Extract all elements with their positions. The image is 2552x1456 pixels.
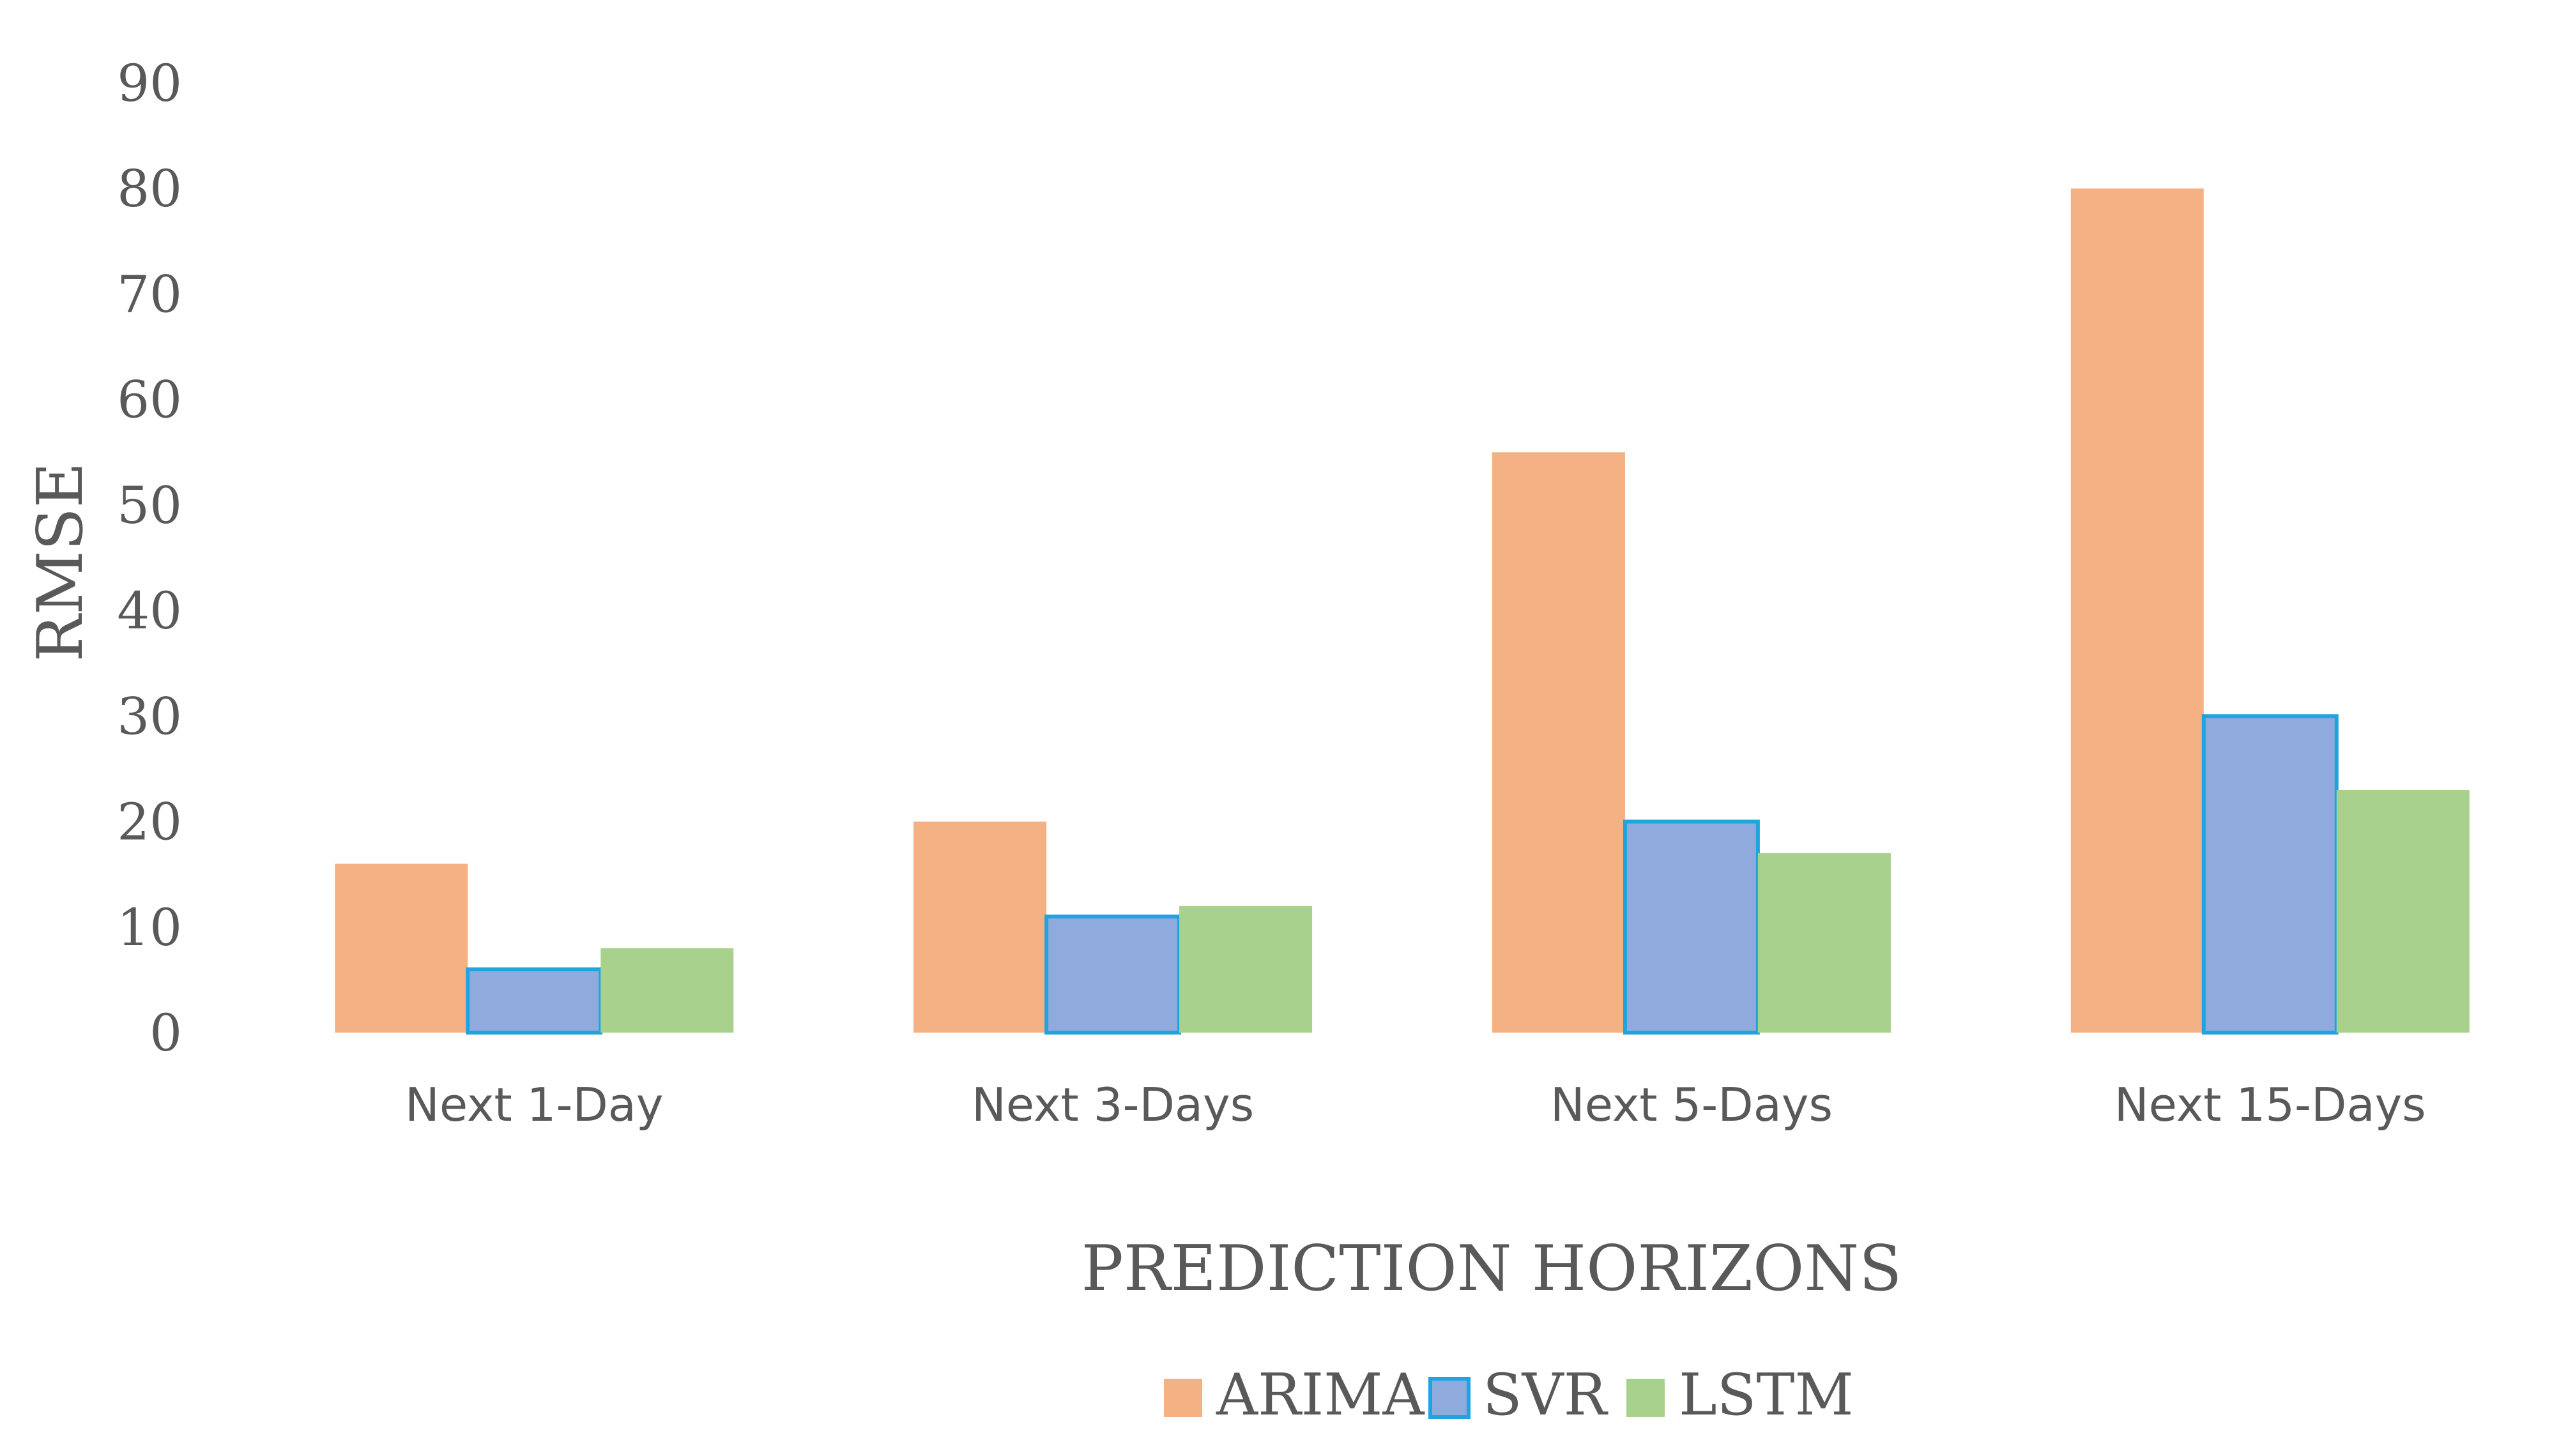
y-tick-label: 30 xyxy=(117,686,182,746)
bar-arima-2 xyxy=(913,821,1047,1033)
bar-arima-1 xyxy=(335,863,468,1033)
y-tick-label: 10 xyxy=(117,898,182,957)
y-axis-ticks: 0 10 20 30 40 50 60 70 80 90 xyxy=(117,54,182,1063)
bar-svr-2 xyxy=(1044,914,1182,1035)
legend-label-lstm: LSTM xyxy=(1679,1361,1854,1429)
bar-svr-1 xyxy=(466,967,603,1035)
x-category-label: Next 1-Day xyxy=(405,1078,664,1132)
x-axis-categories: Next 1-Day Next 3-Days Next 5-Days Next 15-… xyxy=(405,1078,2426,1132)
bar-svr-4 xyxy=(2201,714,2339,1035)
y-tick-label: 40 xyxy=(117,581,182,641)
y-tick-label: 90 xyxy=(117,54,182,113)
bar-lstm-4 xyxy=(2336,789,2470,1033)
legend-label-arima: ARIMA xyxy=(1216,1361,1425,1429)
legend-label-svr: SVR xyxy=(1483,1361,1608,1429)
y-axis-title: RMSE xyxy=(24,462,97,662)
legend-swatch-svr xyxy=(1428,1377,1471,1419)
bars-group xyxy=(335,188,2470,1035)
x-axis-title: PREDICTION HORIZONS xyxy=(1081,1232,1902,1305)
y-tick-label: 70 xyxy=(117,264,182,324)
bar-lstm-3 xyxy=(1757,853,1891,1033)
x-category-label: Next 15-Days xyxy=(2114,1078,2426,1132)
y-tick-label: 0 xyxy=(149,1003,182,1063)
y-tick-label: 20 xyxy=(117,792,182,852)
legend-swatch-arima xyxy=(1164,1379,1202,1417)
y-tick-label: 80 xyxy=(117,159,182,218)
y-tick-label: 60 xyxy=(117,370,182,430)
bar-svr-3 xyxy=(1623,819,1760,1035)
y-tick-label: 50 xyxy=(117,476,182,535)
legend-swatch-lstm xyxy=(1626,1379,1665,1417)
x-category-label: Next 5-Days xyxy=(1550,1078,1833,1132)
legend: ARIMA SVR LSTM xyxy=(1164,1361,1854,1429)
bar-arima-4 xyxy=(2070,188,2204,1033)
bar-arima-3 xyxy=(1492,452,1625,1033)
bar-lstm-1 xyxy=(600,948,734,1033)
x-category-label: Next 3-Days xyxy=(972,1078,1254,1132)
bar-lstm-2 xyxy=(1179,906,1313,1033)
